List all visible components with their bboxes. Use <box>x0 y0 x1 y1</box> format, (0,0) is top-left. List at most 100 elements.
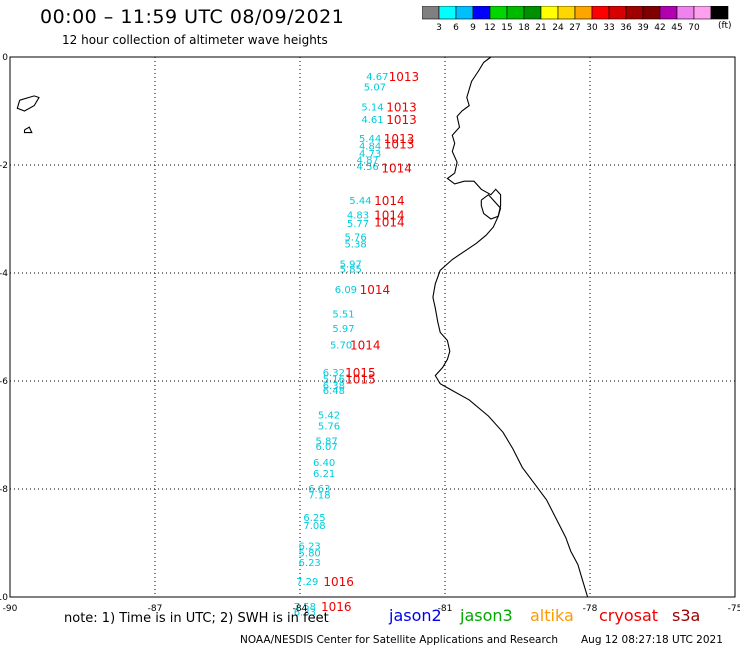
wave-height-label: 6.23 <box>299 558 321 569</box>
colorbar-label: 6 <box>453 23 459 33</box>
map-frame <box>9 56 736 598</box>
colorbar-label: 42 <box>654 23 665 33</box>
y-tick-label: 0 <box>2 53 8 63</box>
pressure-label: 1014 <box>360 283 391 297</box>
wave-height-label: 5.97 <box>332 324 354 335</box>
pressure-label: 1013 <box>384 137 415 151</box>
wave-height-label: 4.87 <box>357 156 379 167</box>
x-tick-label: -78 <box>583 604 598 614</box>
colorbar-legend: 3 6 9 12 15 18 21 24 27 30 33 36 39 42 45 70 <box>422 6 729 33</box>
wave-height-label: 6.25 <box>303 513 325 524</box>
wave-height-label: 5.76 <box>318 421 340 432</box>
pressure-label: 1013 <box>386 101 417 115</box>
wave-height-label: 5.51 <box>332 310 354 321</box>
colorbar-label: 21 <box>535 23 546 33</box>
wave-height-label: 7.08 <box>303 521 325 532</box>
wave-height-label: 5.80 <box>299 549 321 560</box>
colorbar-label: 12 <box>484 23 495 33</box>
wave-height-label: 5.38 <box>344 239 366 250</box>
wave-height-label: 4.73 <box>359 149 381 160</box>
pressure-label: 1013 <box>386 113 417 127</box>
wave-height-label: 5.77 <box>347 219 369 230</box>
pressure-label: 1013 <box>384 132 415 146</box>
wave-height-label: 5.85 <box>340 265 362 276</box>
y-tick-label: -2 <box>0 161 8 171</box>
coastline <box>432 56 589 598</box>
colorbar-label: 15 <box>501 23 512 33</box>
colorbar-label: 3 <box>436 23 442 33</box>
map-title: 00:00 – 11:59 UTC 08/09/2021 <box>40 6 345 28</box>
colorbar-label: 33 <box>603 23 614 33</box>
pressure-label: 1014 <box>374 194 405 208</box>
wave-height-label: 5.70 <box>330 340 352 351</box>
wave-height-label: 5.42 <box>318 410 340 421</box>
y-tick-label: -10 <box>0 593 8 603</box>
wave-height-label: 5.87 <box>315 436 337 447</box>
pressure-label: 1015 <box>345 366 376 380</box>
axis-ticks-layer: -90 -87 -84 -81 -78 -75 0 -2 -4 -6 -8 -10 <box>0 53 740 614</box>
x-tick-label: -90 <box>3 604 18 614</box>
pressure-label: 1016 <box>321 600 352 614</box>
colorbar-label: 18 <box>518 23 530 33</box>
wave-height-label: 7.58 <box>294 602 316 613</box>
x-tick-label: -81 <box>438 604 453 614</box>
colorbar-label: 70 <box>688 23 700 33</box>
footer-note: note: 1) Time is in UTC; 2) SWH is in fe… <box>64 611 329 626</box>
data-labels-layer: 4.675.075.144.615.444.844.734.874.565.44… <box>294 70 419 619</box>
wave-height-label: 6.07 <box>315 442 337 453</box>
pressure-label: 1013 <box>389 70 420 84</box>
pressure-label: 1014 <box>350 338 381 352</box>
wave-height-label: 5.76 <box>344 232 366 243</box>
wave-height-label: 5.44 <box>349 196 371 207</box>
colorbar-label: 27 <box>569 23 580 33</box>
wave-height-label: 4.56 <box>357 162 379 173</box>
legend-s3a: s3a <box>672 606 701 625</box>
legend-altika: altika <box>530 606 574 625</box>
wave-height-label: 7.29 <box>296 577 318 588</box>
wave-height-label: 6.21 <box>313 469 335 480</box>
wave-height-label: 4.83 <box>347 211 369 222</box>
y-tick-label: -8 <box>0 485 8 495</box>
island-coastline <box>480 193 502 220</box>
x-tick-label: -75 <box>728 604 740 614</box>
pressure-label: 1016 <box>323 575 354 589</box>
pressure-label: 1014 <box>374 216 405 230</box>
x-tick-label: -87 <box>148 604 163 614</box>
wave-height-label: 6.09 <box>335 285 357 296</box>
colorbar-label: 9 <box>470 23 476 33</box>
coastline-layer <box>16 56 589 598</box>
wave-height-label: 4.61 <box>361 115 383 126</box>
pressure-label: 1014 <box>381 162 412 176</box>
legend-jason3: jason3 <box>460 606 513 625</box>
pressure-label: 1014 <box>374 209 405 223</box>
wave-height-label: 5.44 <box>359 134 381 145</box>
wave-height-label: 6.38 <box>323 381 345 392</box>
colorbar-label: 30 <box>586 23 598 33</box>
wave-height-label: 6.40 <box>313 458 335 469</box>
wave-height-label: 5.16 <box>323 374 345 385</box>
colorbar-unit: (ft) <box>718 21 732 31</box>
x-tick-label: -84 <box>293 604 308 614</box>
y-tick-label: -6 <box>0 377 8 387</box>
footer-credit: NOAA/NESDIS Center for Satellite Applica… <box>240 634 558 646</box>
y-tick-label: -4 <box>0 269 8 279</box>
wave-height-label: 7.18 <box>308 490 330 501</box>
legend-cryosat: cryosat <box>599 606 659 625</box>
colorbar-label: 39 <box>637 23 649 33</box>
pressure-label: 1015 <box>345 372 376 386</box>
legend-jason2: jason2 <box>389 606 442 625</box>
wave-height-label: 4.84 <box>359 142 381 153</box>
footer-timestamp: Aug 12 08:27:18 UTC 2021 <box>581 634 723 646</box>
galapagos-islet <box>23 126 33 134</box>
wave-height-label: 6.48 <box>323 386 345 397</box>
wave-height-label: 6.33 <box>294 608 316 619</box>
wave-height-label: 5.07 <box>364 83 386 94</box>
wave-height-label: 6.63 <box>308 484 330 495</box>
wave-height-label: 4.67 <box>366 72 388 83</box>
colorbar-label: 45 <box>671 23 682 33</box>
wave-height-label: 6.32 <box>323 368 345 379</box>
colorbar-label: 36 <box>620 23 632 33</box>
grid-lines <box>9 56 736 598</box>
galapagos-island <box>16 95 40 112</box>
